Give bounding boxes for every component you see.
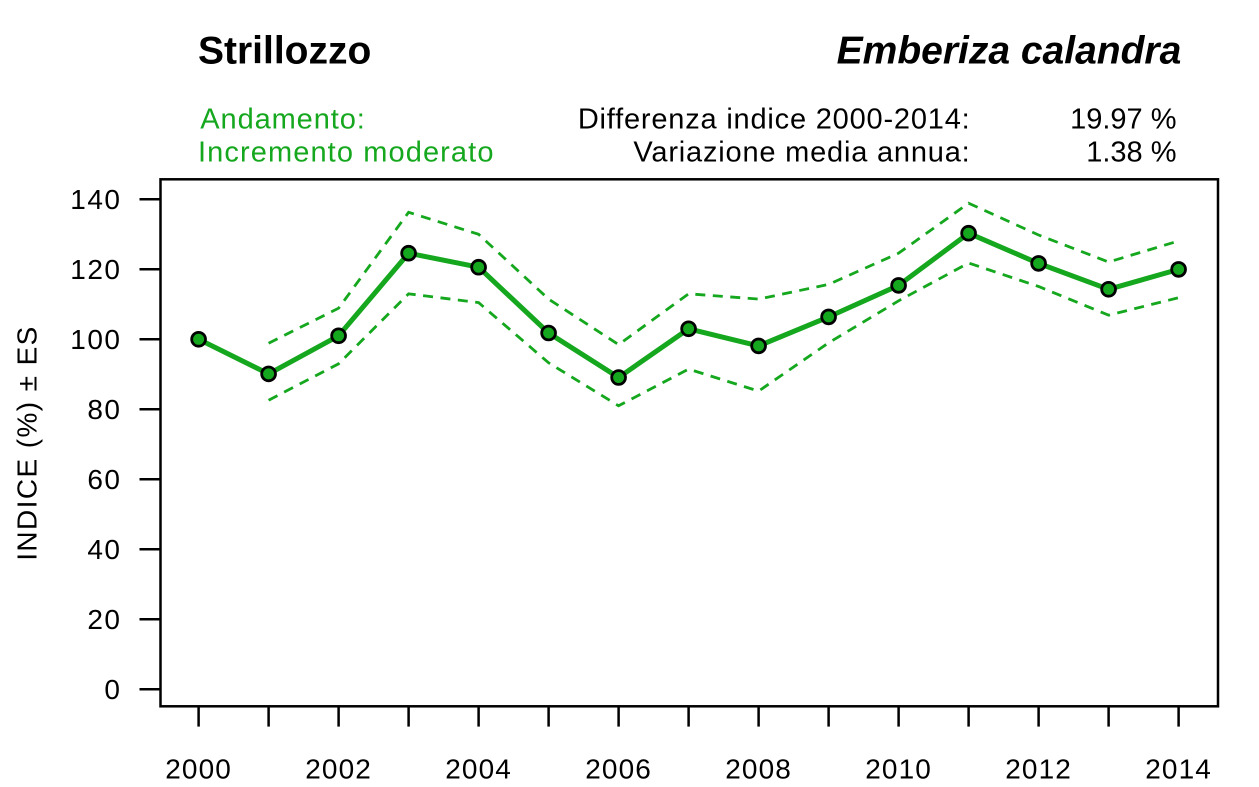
svg-text:20: 20	[87, 604, 121, 635]
svg-text:2006: 2006	[585, 754, 652, 785]
svg-text:INDICE (%) ± ES: INDICE (%) ± ES	[12, 325, 43, 561]
svg-text:1.38 %: 1.38 %	[1086, 137, 1176, 169]
svg-text:0: 0	[104, 674, 121, 705]
svg-text:2004: 2004	[445, 754, 512, 785]
svg-text:80: 80	[87, 394, 121, 425]
svg-text:Differenza indice 2000-2014:: Differenza indice 2000-2014:	[578, 104, 971, 136]
svg-text:2000: 2000	[165, 754, 232, 785]
svg-text:2010: 2010	[865, 754, 932, 785]
svg-text:2008: 2008	[725, 754, 792, 785]
svg-text:2012: 2012	[1005, 754, 1072, 785]
svg-text:Emberiza calandra: Emberiza calandra	[837, 30, 1182, 73]
svg-text:Variazione media annua:: Variazione media annua:	[633, 137, 970, 169]
svg-text:Incremento moderato: Incremento moderato	[198, 137, 495, 169]
svg-text:Andamento:: Andamento:	[200, 104, 365, 136]
svg-text:Strillozzo: Strillozzo	[198, 30, 371, 73]
svg-text:100: 100	[70, 324, 121, 355]
svg-text:60: 60	[87, 464, 121, 495]
svg-text:120: 120	[70, 254, 121, 285]
svg-text:19.97 %: 19.97 %	[1070, 104, 1176, 136]
svg-text:2014: 2014	[1145, 754, 1212, 785]
svg-text:2002: 2002	[305, 754, 372, 785]
svg-text:40: 40	[87, 534, 121, 565]
svg-text:140: 140	[70, 184, 121, 215]
